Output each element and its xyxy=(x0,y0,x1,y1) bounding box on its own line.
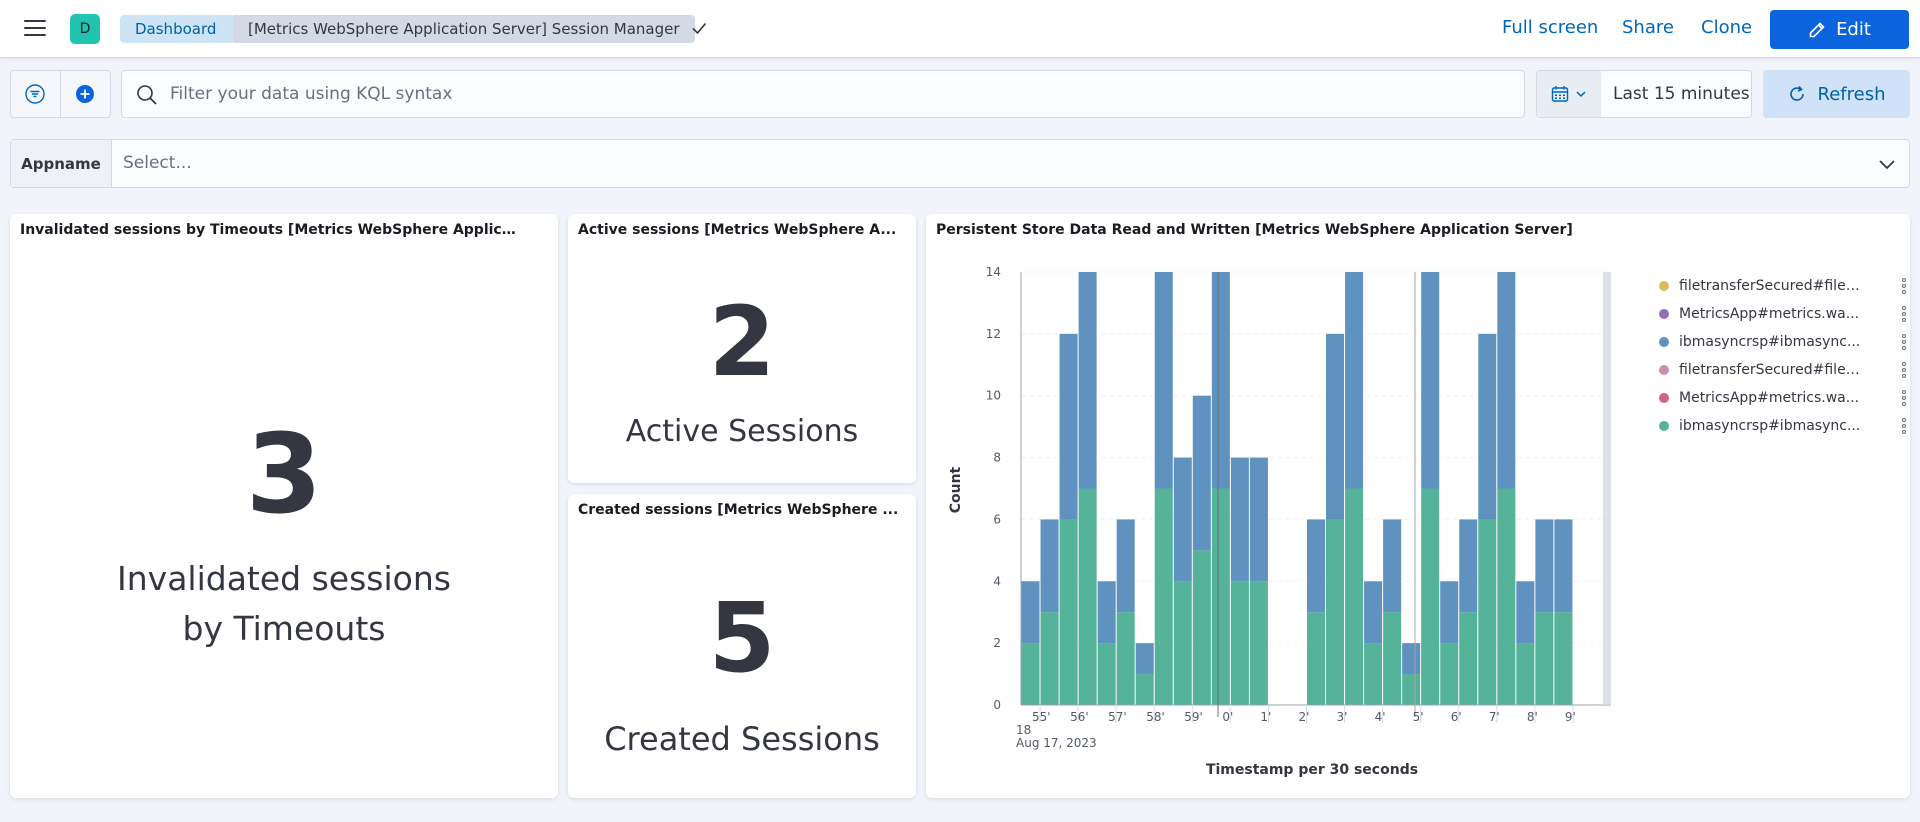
legend-label: ibmasyncrsp#ibmasync... xyxy=(1679,334,1861,350)
panel-title: Active sessions [Metrics WebSphere A... xyxy=(578,222,897,238)
legend-color-dot xyxy=(1659,337,1669,347)
legend-color-dot xyxy=(1659,393,1669,403)
appname-select[interactable]: Select... xyxy=(123,153,192,173)
quick-select-button[interactable] xyxy=(1537,71,1601,117)
chevron-down-icon xyxy=(1576,91,1586,98)
menu-icon[interactable] xyxy=(24,20,46,38)
refresh-button[interactable]: Refresh xyxy=(1763,70,1910,118)
legend-label: MetricsApp#metrics.wa... xyxy=(1679,306,1860,322)
legend-actions-icon[interactable] xyxy=(1899,418,1909,434)
edit-button-label: Edit xyxy=(1836,19,1871,40)
chart-legend: filetransferSecured#filet... MetricsApp#m… xyxy=(1659,272,1909,440)
legend-color-dot xyxy=(1659,281,1669,291)
query-actions xyxy=(10,70,111,118)
date-picker: Last 15 minutes xyxy=(1536,70,1752,118)
legend-item[interactable]: MetricsApp#metrics.wa... xyxy=(1659,384,1909,412)
refresh-button-label: Refresh xyxy=(1817,83,1886,105)
legend-item[interactable]: ibmasyncrsp#ibmasync... xyxy=(1659,412,1909,440)
share-link[interactable]: Share xyxy=(1622,17,1674,38)
space-avatar[interactable]: D xyxy=(70,14,100,44)
search-input[interactable] xyxy=(170,71,1510,117)
breadcrumb-current-dashboard: [Metrics WebSphere Application Server] S… xyxy=(233,15,695,43)
chevron-down-icon[interactable] xyxy=(1877,154,1897,174)
filter-options-button[interactable] xyxy=(11,71,61,117)
metric-value: 2 xyxy=(708,286,776,398)
breadcrumb-dashboard[interactable]: Dashboard xyxy=(120,15,241,43)
appname-control: Appname Select... xyxy=(10,139,1910,188)
panel-title: Created sessions [Metrics WebSphere ... xyxy=(578,502,899,518)
legend-color-dot xyxy=(1659,365,1669,375)
legend-label: filetransferSecured#filet... xyxy=(1679,362,1863,378)
panel-title: Persistent Store Data Read and Written [… xyxy=(936,222,1573,238)
calendar-icon xyxy=(1551,86,1569,102)
active-sessions-panel: Active sessions [Metrics WebSphere A... … xyxy=(568,214,916,483)
legend-label: ibmasyncrsp#ibmasync... xyxy=(1679,418,1861,434)
time-range-display[interactable]: Last 15 minutes xyxy=(1613,84,1750,104)
kql-search-bar xyxy=(121,70,1525,118)
legend-actions-icon[interactable] xyxy=(1899,306,1909,322)
check-icon[interactable] xyxy=(689,18,709,38)
metric-value: 3 xyxy=(245,410,323,538)
legend-label: MetricsApp#metrics.wa... xyxy=(1679,390,1860,406)
legend-item[interactable]: filetransferSecured#filet... xyxy=(1659,356,1909,384)
edit-button[interactable]: Edit xyxy=(1770,10,1909,49)
metric-label: Created Sessions xyxy=(604,720,880,758)
legend-actions-icon[interactable] xyxy=(1899,362,1909,378)
legend-item[interactable]: ibmasyncrsp#ibmasync... xyxy=(1659,328,1909,356)
search-icon xyxy=(137,85,157,105)
metric-label: Active Sessions xyxy=(625,414,859,449)
pencil-icon xyxy=(1809,21,1825,37)
metric-value: 5 xyxy=(708,582,776,694)
legend-color-dot xyxy=(1659,421,1669,431)
plus-circle-icon xyxy=(76,85,95,103)
legend-actions-icon[interactable] xyxy=(1899,334,1909,350)
invalidated-sessions-panel: Invalidated sessions by Timeouts [Metric… xyxy=(10,214,558,798)
legend-label: filetransferSecured#filet... xyxy=(1679,278,1863,294)
legend-actions-icon[interactable] xyxy=(1899,390,1909,406)
legend-item[interactable]: MetricsApp#metrics.wa... xyxy=(1659,300,1909,328)
full-screen-link[interactable]: Full screen xyxy=(1502,17,1599,38)
panel-title: Invalidated sessions by Timeouts [Metric… xyxy=(20,222,520,238)
filter-icon xyxy=(25,84,45,104)
appname-label: Appname xyxy=(11,140,112,187)
legend-actions-icon[interactable] xyxy=(1899,278,1909,294)
add-filter-button[interactable] xyxy=(61,71,111,117)
metric-label: Invalidated sessions by Timeouts xyxy=(117,559,451,648)
legend-color-dot xyxy=(1659,309,1669,319)
clone-link[interactable]: Clone xyxy=(1701,17,1753,38)
legend-item[interactable]: filetransferSecured#filet... xyxy=(1659,272,1909,300)
top-navigation-bar: D Dashboard [Metrics WebSphere Applicati… xyxy=(0,0,1920,58)
refresh-icon xyxy=(1789,85,1804,101)
created-sessions-panel: Created sessions [Metrics WebSphere ... … xyxy=(568,494,916,798)
